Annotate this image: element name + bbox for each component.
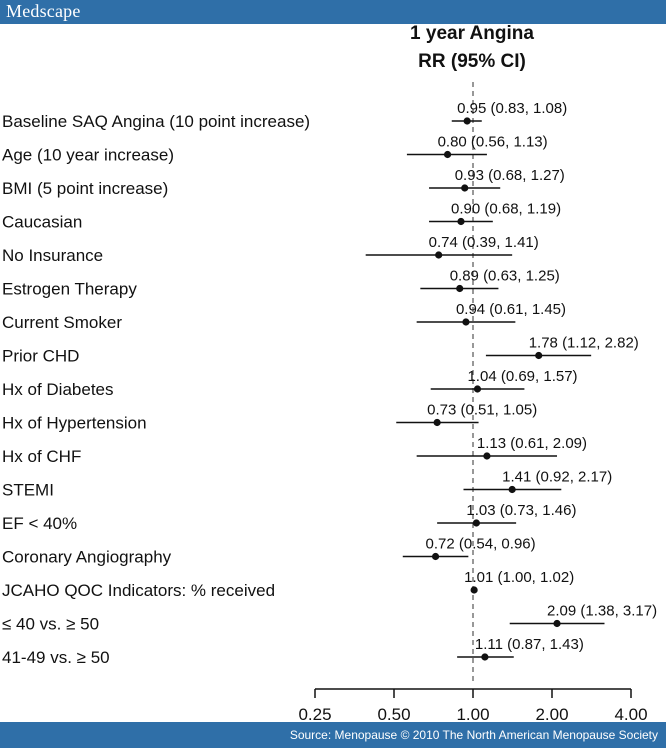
estimate-label: 0.95 (0.83, 1.08) [457, 100, 567, 117]
estimate-label: 0.72 (0.54, 0.96) [426, 536, 536, 553]
estimate-label: 0.93 (0.68, 1.27) [455, 167, 565, 184]
forest-row: BMI (5 point increase) 0.93 (0.68, 1.27) [2, 167, 565, 198]
row-label: Estrogen Therapy [2, 280, 137, 299]
row-label: Baseline SAQ Angina (10 point increase) [2, 112, 310, 131]
forest-plot: 1 year Angina RR (95% CI) Baseline SAQ A… [2, 23, 657, 722]
medscape-logo: Medscape [6, 1, 81, 21]
estimate-point [508, 485, 516, 494]
estimate-point [435, 251, 443, 259]
row-label: Current Smoker [2, 313, 122, 332]
estimate-label: 1.04 (0.69, 1.57) [467, 368, 577, 385]
row-label: JCAHO QOC Indicators: % received [2, 581, 275, 600]
estimate-point [431, 552, 440, 561]
estimate-label: 0.73 (0.51, 1.05) [427, 402, 537, 419]
x-tick-label: 0.50 [377, 705, 410, 722]
estimate-point [472, 519, 480, 527]
estimate-label: 1.13 (0.61, 2.09) [477, 435, 587, 452]
estimate-point [462, 318, 470, 326]
row-label: Hx of Diabetes [2, 380, 114, 399]
forest-row: Prior CHD 1.78 (1.12, 2.82) [2, 335, 639, 366]
estimate-point [433, 418, 441, 427]
row-label: Age (10 year increase) [2, 146, 174, 165]
forest-row: No Insurance 0.74 (0.39, 1.41) [2, 234, 539, 265]
estimate-label: 1.01 (1.00, 1.02) [464, 569, 574, 586]
estimate-label: 0.89 (0.63, 1.25) [450, 268, 560, 285]
x-tick-label: 0.25 [298, 705, 331, 722]
forest-row: Caucasian 0.90 (0.68, 1.19) [2, 201, 561, 232]
row-label: No Insurance [2, 246, 103, 265]
estimate-label: 0.90 (0.68, 1.19) [451, 201, 561, 218]
estimate-label: 0.74 (0.39, 1.41) [429, 234, 539, 251]
forest-rows: Baseline SAQ Angina (10 point increase) 0… [2, 82, 657, 681]
estimate-point [461, 184, 469, 192]
estimate-label: 0.94 (0.61, 1.45) [456, 301, 566, 318]
source-caption: Source: Menopause © 2010 The North Ameri… [289, 728, 658, 742]
estimate-label: 1.78 (1.12, 2.82) [529, 335, 639, 352]
forest-row: ≤ 40 vs. ≥ 50 2.09 (1.38, 3.17) [2, 603, 657, 634]
forest-row: Estrogen Therapy 0.89 (0.63, 1.25) [2, 268, 560, 299]
forest-row: Baseline SAQ Angina (10 point increase) 0… [2, 100, 567, 131]
forest-row: Coronary Angiography 0.72 (0.54, 0.96) [2, 536, 536, 567]
row-label: EF < 40% [2, 514, 77, 533]
estimate-point [463, 117, 471, 125]
row-label: STEMI [2, 481, 54, 500]
forest-row: Age (10 year increase) 0.80 (0.56, 1.13) [2, 134, 548, 165]
row-label: Hx of Hypertension [2, 414, 147, 433]
estimate-label: 1.41 (0.92, 2.17) [502, 469, 612, 486]
estimate-point [443, 150, 452, 159]
estimate-point [483, 452, 491, 460]
estimate-point [456, 284, 464, 293]
row-label: BMI (5 point increase) [2, 179, 168, 198]
row-label: 41-49 vs. ≥ 50 [2, 648, 110, 667]
row-label: ≤ 40 vs. ≥ 50 [2, 615, 99, 634]
estimate-point [553, 619, 561, 628]
forest-row: JCAHO QOC Indicators: % received 1.01 (1.… [2, 569, 574, 600]
x-tick-label: 2.00 [535, 705, 568, 722]
estimate-label: 1.11 (0.87, 1.43) [475, 636, 584, 653]
row-label: Prior CHD [2, 347, 79, 366]
estimate-point [481, 653, 489, 661]
estimate-label: 1.03 (0.73, 1.46) [466, 502, 576, 519]
forest-row: Hx of Hypertension 0.73 (0.51, 1.05) [2, 402, 537, 433]
forest-row: Hx of CHF 1.13 (0.61, 2.09) [2, 435, 587, 466]
estimate-point [535, 351, 543, 360]
forest-row: Hx of Diabetes 1.04 (0.69, 1.57) [2, 368, 578, 399]
top-banner: Medscape [0, 0, 666, 24]
chart-title: 1 year Angina [410, 23, 534, 44]
x-axis: 0.25 0.50 1.00 2.00 4.00 [298, 688, 648, 722]
forest-row: EF < 40% 1.03 (0.73, 1.46) [2, 502, 576, 533]
bottom-banner: Source: Menopause © 2010 The North Ameri… [0, 722, 666, 748]
estimate-point [473, 385, 482, 393]
estimate-label: 0.80 (0.56, 1.13) [438, 134, 548, 151]
estimate-point [457, 217, 465, 226]
forest-row: 41-49 vs. ≥ 50 1.11 (0.87, 1.43) [2, 636, 584, 667]
estimate-point [470, 586, 478, 594]
forest-row: Current Smoker 0.94 (0.61, 1.45) [2, 301, 566, 332]
estimate-label: 2.09 (1.38, 3.17) [547, 603, 657, 620]
row-label: Coronary Angiography [2, 548, 172, 567]
row-label: Caucasian [2, 213, 82, 232]
x-tick-label: 4.00 [614, 705, 647, 722]
x-tick-label: 1.00 [456, 705, 489, 722]
forest-row: STEMI 1.41 (0.92, 2.17) [2, 469, 612, 500]
row-label: Hx of CHF [2, 447, 81, 466]
chart-subtitle: RR (95% CI) [418, 51, 526, 72]
